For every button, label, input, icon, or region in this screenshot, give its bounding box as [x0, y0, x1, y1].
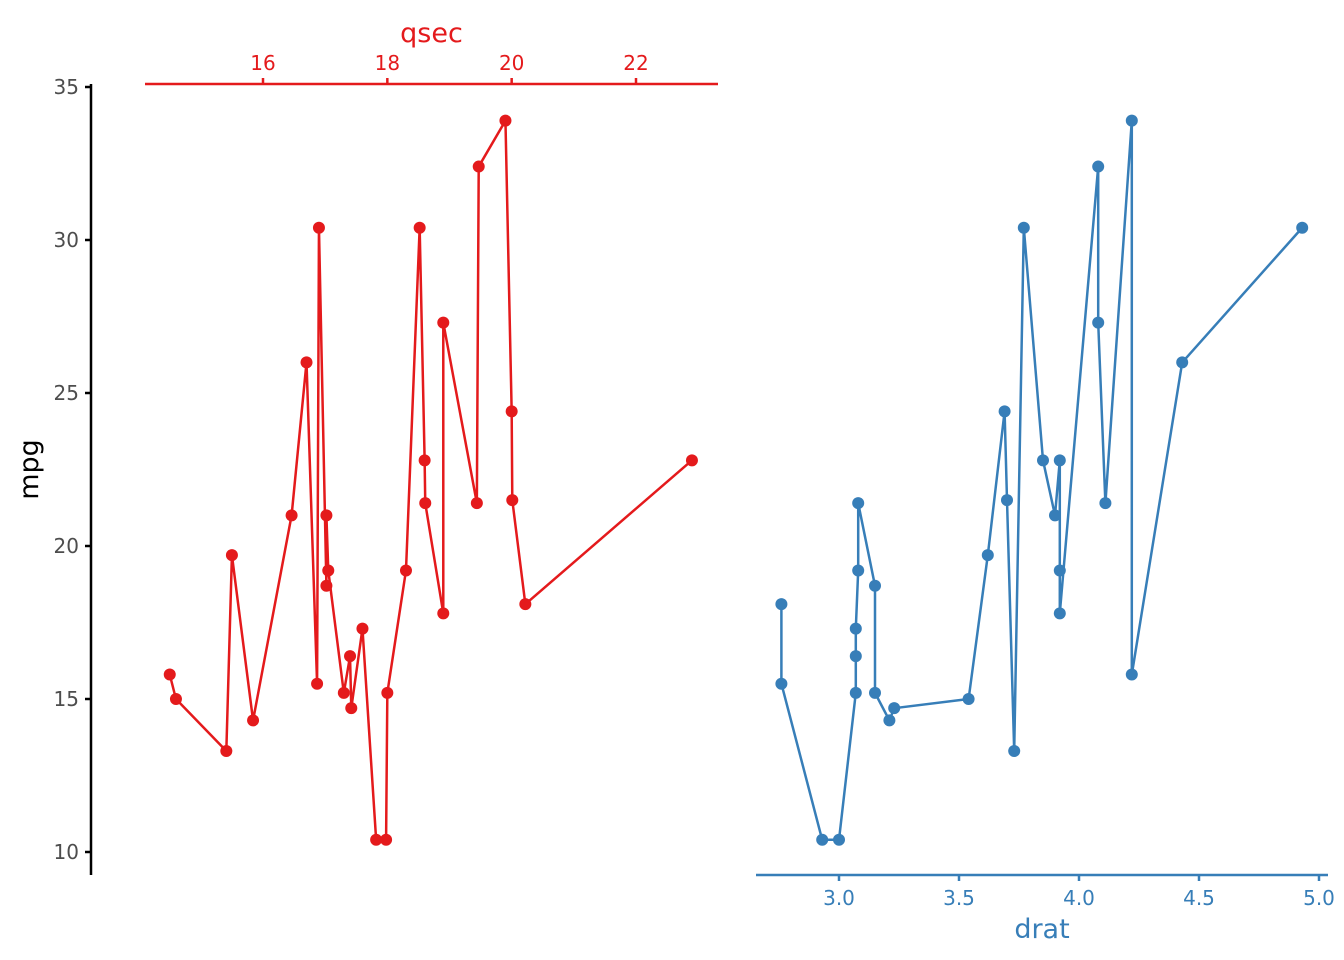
qsec-point-1 [169, 693, 182, 705]
qsec-point-7 [311, 677, 324, 690]
qsec-point-4 [247, 714, 260, 727]
drat-point-27 [1125, 114, 1138, 127]
y-tick-label-30: 30 [54, 228, 79, 252]
drat-point-19 [1037, 454, 1049, 467]
qsec-point-11 [322, 564, 335, 577]
qsec-point-23 [437, 607, 450, 620]
drat-point-8 [852, 497, 865, 510]
drat-panel: 3.0 3.5 4.0 4.5 5.0 drat [756, 114, 1335, 945]
qsec-point-29 [506, 494, 519, 507]
drat-point-6 [849, 622, 862, 635]
drat-point-12 [888, 702, 901, 715]
qsec-point-22 [419, 497, 432, 510]
top-x-tick-label-18: 18 [375, 51, 400, 75]
drat-point-23 [1053, 607, 1066, 620]
drat-point-0 [775, 598, 788, 611]
drat-point-11 [883, 714, 896, 727]
drat-point-28 [1125, 668, 1138, 681]
drat-point-30 [1296, 221, 1309, 234]
drat-series-marks [775, 114, 1309, 846]
bottom-x-tick-label-4.5: 4.5 [1183, 886, 1215, 910]
top-x-tick-label-16: 16 [250, 51, 275, 75]
drat-point-25 [1092, 316, 1105, 329]
drat-point-15 [998, 405, 1011, 418]
y-axis-ticks: 10 15 20 25 30 35 [54, 75, 91, 864]
qsec-point-30 [519, 598, 532, 611]
qsec-point-19 [399, 564, 412, 577]
qsec-panel: 10 15 20 25 30 35 mpg 16 18 20 22 qsec [14, 18, 718, 875]
qsec-point-26 [472, 160, 485, 173]
top-x-tick-label-22: 22 [623, 51, 648, 75]
drat-point-17 [1008, 745, 1021, 758]
qsec-point-10 [320, 509, 333, 522]
drat-point-24 [1092, 160, 1105, 173]
drat-point-16 [1001, 494, 1013, 507]
drat-point-7 [852, 564, 865, 577]
qsec-point-20 [413, 221, 426, 234]
qsec-point-0 [163, 668, 176, 681]
drat-point-3 [833, 833, 845, 846]
qsec-point-8 [312, 221, 325, 234]
drat-point-29 [1176, 356, 1189, 369]
drat-point-10 [869, 686, 881, 699]
drat-point-1 [775, 677, 788, 690]
qsec-series-line [168, 119, 693, 842]
qsec-point-6 [300, 356, 313, 369]
qsec-point-14 [345, 702, 358, 715]
y-tick-label-10: 10 [54, 840, 79, 864]
qsec-point-5 [285, 509, 298, 522]
qsec-point-27 [499, 114, 512, 127]
drat-point-9 [869, 579, 881, 592]
y-tick-label-15: 15 [54, 687, 79, 711]
drat-point-2 [816, 833, 829, 846]
drat-point-20 [1049, 509, 1061, 522]
qsec-series-marks [163, 114, 698, 846]
top-x-tick-label-20: 20 [499, 51, 524, 75]
qsec-point-21 [418, 454, 431, 467]
qsec-point-25 [470, 497, 483, 510]
top-x-axis-ticks: 16 18 20 22 [250, 51, 649, 84]
qsec-point-13 [344, 650, 357, 663]
drat-point-13 [962, 693, 975, 705]
drat-point-21 [1053, 454, 1066, 467]
drat-point-5 [849, 650, 862, 663]
qsec-point-24 [437, 316, 450, 329]
bottom-x-tick-label-5: 5.0 [1303, 886, 1335, 910]
qsec-point-18 [381, 686, 394, 699]
drat-point-4 [849, 686, 862, 699]
qsec-point-15 [356, 622, 369, 635]
drat-point-18 [1017, 221, 1030, 234]
drat-point-26 [1099, 497, 1112, 510]
qsec-point-17 [380, 833, 393, 846]
top-x-axis-title: qsec [400, 18, 463, 49]
drat-point-22 [1053, 564, 1066, 577]
bottom-x-axis-title: drat [1014, 914, 1069, 945]
qsec-point-9 [320, 579, 333, 592]
qsec-point-12 [337, 686, 350, 699]
qsec-point-31 [685, 454, 698, 467]
bottom-x-tick-label-3: 3.0 [823, 886, 855, 910]
bottom-x-axis-ticks: 3.0 3.5 4.0 4.5 5.0 [823, 875, 1335, 910]
qsec-point-3 [225, 549, 238, 562]
qsec-point-16 [370, 833, 383, 846]
bottom-x-tick-label-3.5: 3.5 [943, 886, 975, 910]
y-axis-title: mpg [14, 439, 45, 500]
qsec-point-2 [220, 745, 233, 758]
y-tick-label-20: 20 [54, 534, 79, 558]
drat-point-14 [981, 549, 994, 562]
bottom-x-tick-label-4: 4.0 [1063, 886, 1095, 910]
qsec-point-28 [505, 405, 518, 418]
y-tick-label-25: 25 [54, 381, 79, 405]
y-tick-label-35: 35 [54, 75, 79, 99]
